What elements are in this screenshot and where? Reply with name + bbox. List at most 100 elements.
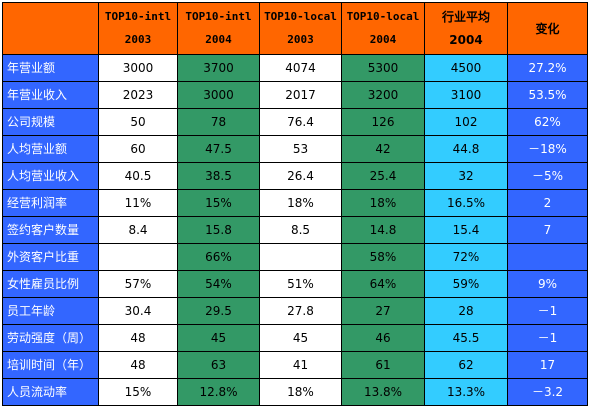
- table-cell: 9%: [507, 270, 588, 298]
- table-cell: 12.8%: [177, 378, 260, 406]
- table-cell: 38.5: [177, 162, 260, 190]
- table-row: 培训时间（年） 48 63 41 61 62 17: [2, 351, 588, 379]
- row-label: 人均营业收入: [2, 162, 99, 190]
- table-cell: 3000: [177, 81, 260, 109]
- table-cell: 45.5: [424, 324, 508, 352]
- row-label: 劳动强度（周）: [2, 324, 99, 352]
- table-cell: 17: [507, 351, 588, 379]
- table-cell: [259, 243, 342, 271]
- table-cell: 126: [341, 108, 425, 136]
- table-cell: 32: [424, 162, 508, 190]
- table-cell: 53: [259, 135, 342, 163]
- table-cell: 44.8: [424, 135, 508, 163]
- table-cell: 46: [341, 324, 425, 352]
- table-cell: 18%: [259, 378, 342, 406]
- table-cell: 27.8: [259, 297, 342, 325]
- table-body: TOP10-intl 2003 TOP10-intl 2004 TOP10-lo…: [2, 2, 588, 406]
- table-cell: 78: [177, 108, 260, 136]
- header-cell: TOP10-intl 2004: [177, 2, 260, 55]
- row-label: 人均营业额: [2, 135, 99, 163]
- row-label: 女性雇员比例: [2, 270, 99, 298]
- table-cell: 26.4: [259, 162, 342, 190]
- table-cell: 3700: [177, 54, 260, 82]
- table-cell: 41: [259, 351, 342, 379]
- table-cell: 62: [424, 351, 508, 379]
- header-line1: TOP10-intl: [104, 10, 172, 23]
- table-cell: －3.2: [507, 378, 588, 406]
- table-cell: －18%: [507, 135, 588, 163]
- table-cell: 40.5: [98, 162, 178, 190]
- table-cell: 72%: [424, 243, 508, 271]
- table-cell: 15%: [98, 378, 178, 406]
- table-cell: 102: [424, 108, 508, 136]
- table-cell: 47.5: [177, 135, 260, 163]
- table-row: 签约客户数量 8.4 15.8 8.5 14.8 15.4 7: [2, 216, 588, 244]
- header-line1: TOP10-local: [264, 10, 337, 23]
- table-cell: 15%: [177, 189, 260, 217]
- table-cell: 7: [507, 216, 588, 244]
- header-corner-cell: [2, 2, 99, 55]
- table-cell: 18%: [341, 189, 425, 217]
- table-cell: 13.3%: [424, 378, 508, 406]
- table-cell: 15.4: [424, 216, 508, 244]
- row-label: 外资客户比重: [2, 243, 99, 271]
- row-label: 签约客户数量: [2, 216, 99, 244]
- header-cell: TOP10-local 2004: [341, 2, 425, 55]
- table-cell: 15.8: [177, 216, 260, 244]
- table-cell: 11%: [98, 189, 178, 217]
- comparison-table-container: TOP10-intl 2003 TOP10-intl 2004 TOP10-lo…: [2, 2, 588, 406]
- comparison-table: TOP10-intl 2003 TOP10-intl 2004 TOP10-lo…: [2, 2, 588, 406]
- table-cell: 42: [341, 135, 425, 163]
- row-label: 员工年龄: [2, 297, 99, 325]
- table-cell: 25.4: [341, 162, 425, 190]
- table-cell: 48: [98, 324, 178, 352]
- table-cell: 27.2%: [507, 54, 588, 82]
- header-line2: 2004: [205, 33, 232, 46]
- table-cell: 13.8%: [341, 378, 425, 406]
- table-cell: 8.4: [98, 216, 178, 244]
- table-cell: 60: [98, 135, 178, 163]
- table-cell: 18%: [259, 189, 342, 217]
- header-line1: TOP10-local: [346, 10, 420, 23]
- table-cell: 57%: [98, 270, 178, 298]
- table-cell: 3000: [98, 54, 178, 82]
- table-row: 劳动强度（周） 48 45 45 46 45.5 －1: [2, 324, 588, 352]
- header-line2: 2004: [369, 33, 397, 46]
- table-cell: 53.5%: [507, 81, 588, 109]
- table-cell: 3200: [341, 81, 425, 109]
- row-label: 年营业额: [2, 54, 99, 82]
- table-cell: 59%: [424, 270, 508, 298]
- header-cell: TOP10-local 2003: [259, 2, 342, 55]
- table-cell: 2023: [98, 81, 178, 109]
- row-label: 年营业收入: [2, 81, 99, 109]
- table-row: 年营业额 3000 3700 4074 5300 4500 27.2%: [2, 54, 588, 82]
- table-cell: 64%: [341, 270, 425, 298]
- table-cell: 2: [507, 189, 588, 217]
- table-cell: 4500: [424, 54, 508, 82]
- table-cell: 29.5: [177, 297, 260, 325]
- table-cell: 48: [98, 351, 178, 379]
- table-cell: [98, 243, 178, 271]
- header-line2: 2003: [287, 33, 314, 46]
- table-cell: 30.4: [98, 297, 178, 325]
- table-cell: 76.4: [259, 108, 342, 136]
- table-cell: 2017: [259, 81, 342, 109]
- header-row: TOP10-intl 2003 TOP10-intl 2004 TOP10-lo…: [2, 2, 588, 55]
- table-cell: 66%: [177, 243, 260, 271]
- header-line2: 2004: [449, 33, 483, 47]
- table-row: 经营利润率 11% 15% 18% 18% 16.5% 2: [2, 189, 588, 217]
- header-line1: TOP10-intl: [185, 10, 252, 23]
- table-row: 女性雇员比例 57% 54% 51% 64% 59% 9%: [2, 270, 588, 298]
- header-line2: 2003: [124, 33, 152, 46]
- row-label: 人员流动率: [2, 378, 99, 406]
- table-cell: －1: [507, 297, 588, 325]
- table-row: 人员流动率 15% 12.8% 18% 13.8% 13.3% －3.2: [2, 378, 588, 406]
- table-cell: 27: [341, 297, 425, 325]
- table-row: 人均营业额 60 47.5 53 42 44.8 －18%: [2, 135, 588, 163]
- table-cell: 63: [177, 351, 260, 379]
- header-line1: 行业平均: [441, 10, 490, 24]
- table-cell: 3100: [424, 81, 508, 109]
- header-line1: 变化: [535, 21, 560, 36]
- table-cell: 51%: [259, 270, 342, 298]
- table-row: 外资客户比重 66% 58% 72%: [2, 243, 588, 271]
